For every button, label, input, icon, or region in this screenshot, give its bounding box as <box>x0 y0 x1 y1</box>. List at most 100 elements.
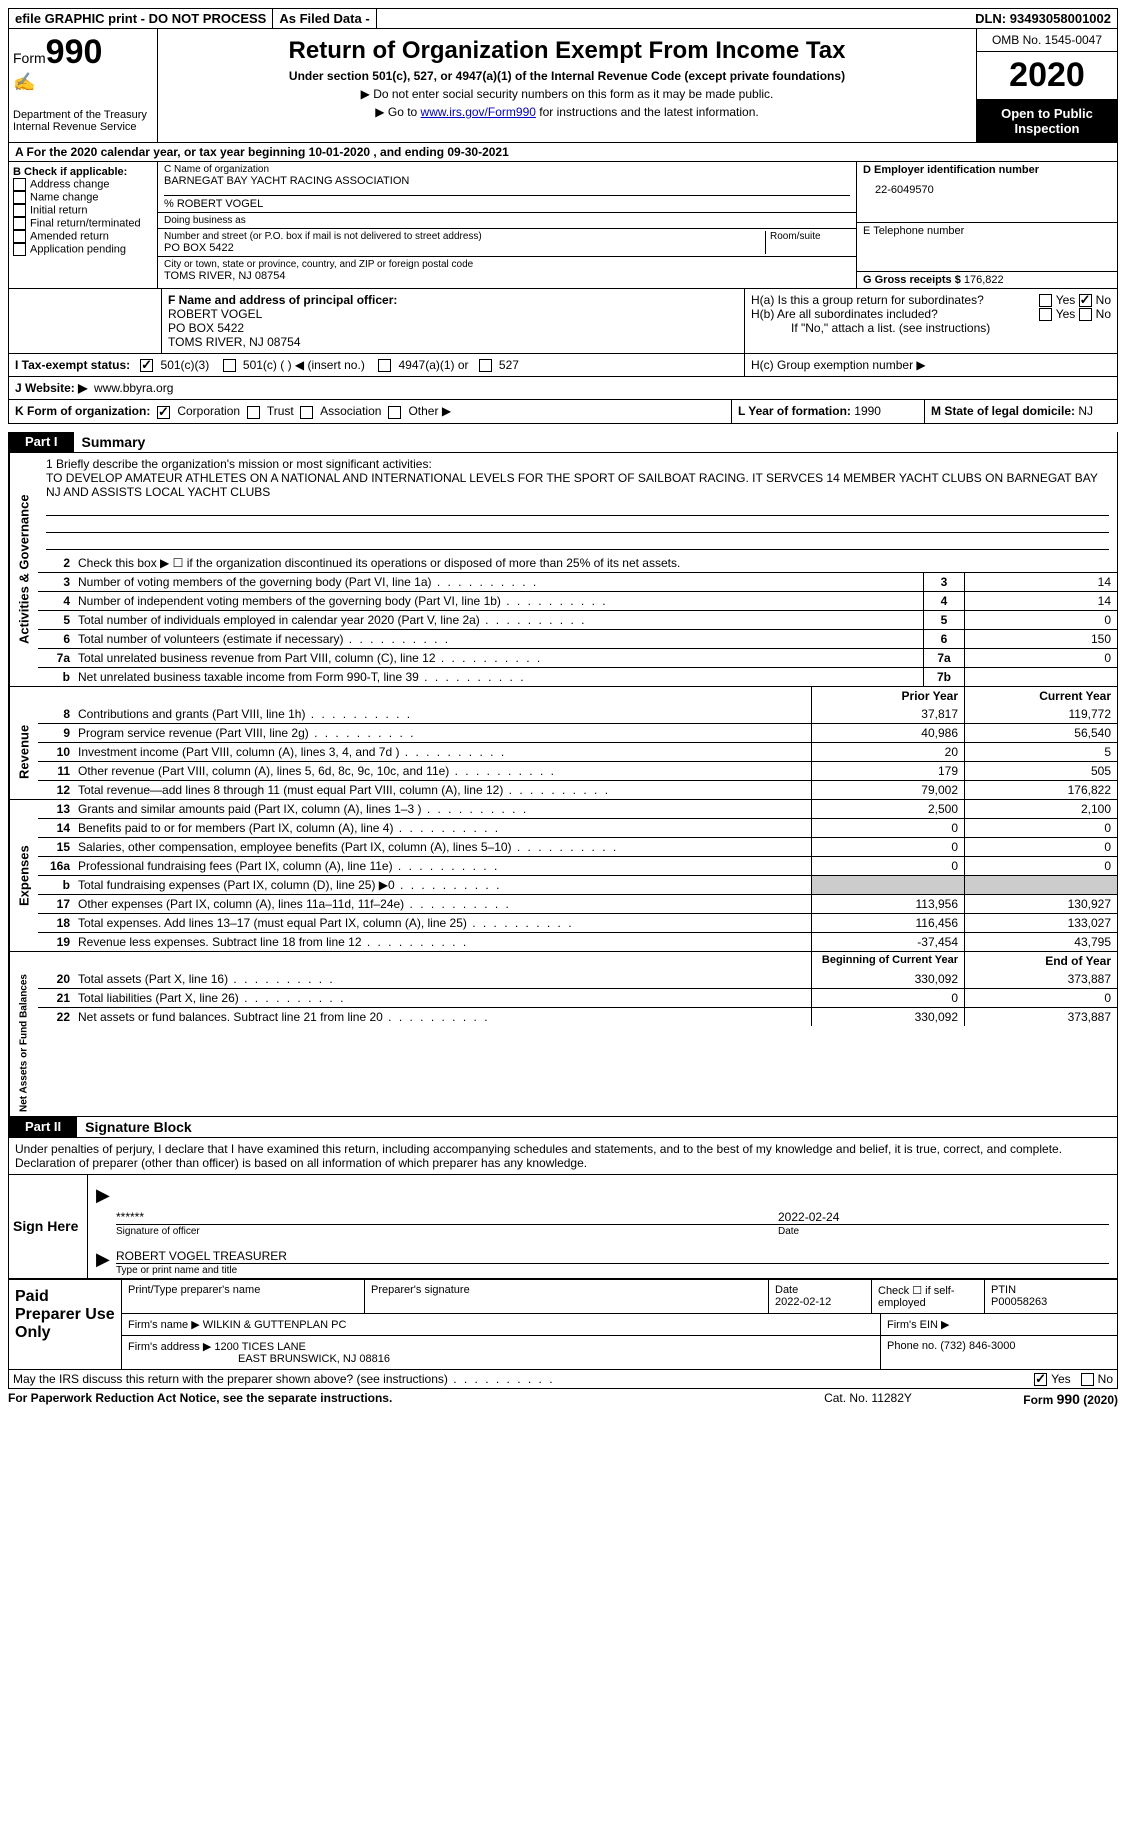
firm-name: WILKIN & GUTTENPLAN PC <box>203 1319 347 1331</box>
data-line: 18Total expenses. Add lines 13–17 (must … <box>38 914 1117 933</box>
gov-line: 5Total number of individuals employed in… <box>38 611 1117 630</box>
checkbox-discuss-yes[interactable] <box>1034 1373 1047 1386</box>
checkbox-hb-yes[interactable] <box>1039 308 1052 321</box>
firm-phone-label: Phone no. <box>887 1340 937 1352</box>
gov-line: bNet unrelated business taxable income f… <box>38 668 1117 686</box>
domicile-label: M State of legal domicile: <box>931 404 1075 418</box>
hb-note: If "No," attach a list. (see instruction… <box>751 321 1111 335</box>
data-line: 16aProfessional fundraising fees (Part I… <box>38 857 1117 876</box>
checkbox-application-pending[interactable] <box>13 243 26 256</box>
paperwork-notice: For Paperwork Reduction Act Notice, see … <box>8 1391 768 1407</box>
box-b-title: B Check if applicable: <box>13 166 153 178</box>
checkbox-name-change[interactable] <box>13 191 26 204</box>
mission: 1 Briefly describe the organization's mi… <box>38 453 1117 554</box>
begin-year-head: Beginning of Current Year <box>811 952 964 970</box>
section-fh: F Name and address of principal officer:… <box>8 289 1118 354</box>
ein-label: D Employer identification number <box>863 164 1111 176</box>
checkbox-ha-yes[interactable] <box>1039 294 1052 307</box>
form-org-label: K Form of organization: <box>15 404 150 418</box>
gov-line: 3Number of voting members of the governi… <box>38 573 1117 592</box>
header-line1: ▶ Do not enter social security numbers o… <box>162 87 972 101</box>
data-line: 8Contributions and grants (Part VIII, li… <box>38 705 1117 724</box>
checkbox-association[interactable] <box>300 406 313 419</box>
checkbox-final-return[interactable] <box>13 217 26 230</box>
end-year-head: End of Year <box>964 952 1117 970</box>
data-line: 17Other expenses (Part IX, column (A), l… <box>38 895 1117 914</box>
officer-name: ROBERT VOGEL <box>168 307 738 321</box>
footer: For Paperwork Reduction Act Notice, see … <box>8 1389 1118 1407</box>
hb-label: H(b) Are all subordinates included? <box>751 307 1039 321</box>
year-header-row2: Beginning of Current Year End of Year <box>8 952 1118 970</box>
year-formation-label: L Year of formation: <box>738 404 851 418</box>
prep-sig-label: Preparer's signature <box>365 1280 769 1313</box>
box-h: H(a) Is this a group return for subordin… <box>745 289 1117 353</box>
city-label: City or town, state or province, country… <box>164 259 850 270</box>
checkbox-501c3[interactable] <box>140 359 153 372</box>
checkbox-discuss-no[interactable] <box>1081 1373 1094 1386</box>
gross-receipts: 176,822 <box>964 274 1004 286</box>
irs-link[interactable]: www.irs.gov/Form990 <box>421 105 536 119</box>
box-deg: D Employer identification number 22-6049… <box>856 162 1117 288</box>
prep-date: 2022-02-12 <box>775 1296 865 1308</box>
mission-prompt: 1 Briefly describe the organization's mi… <box>46 457 1109 471</box>
cat-no: Cat. No. 11282Y <box>768 1391 968 1407</box>
data-line: 11Other revenue (Part VIII, column (A), … <box>38 762 1117 781</box>
checkbox-ha-no[interactable] <box>1079 294 1092 307</box>
gov-line: 7aTotal unrelated business revenue from … <box>38 649 1117 668</box>
form-title: Return of Organization Exempt From Incom… <box>162 37 972 65</box>
data-line: 15Salaries, other compensation, employee… <box>38 838 1117 857</box>
as-filed-label: As Filed Data - <box>272 9 376 28</box>
header-center: Return of Organization Exempt From Incom… <box>158 29 976 142</box>
checkbox-527[interactable] <box>479 359 492 372</box>
street: PO BOX 5422 <box>164 242 765 254</box>
form-number: 990 <box>46 33 103 71</box>
care-of: % ROBERT VOGEL <box>164 195 850 210</box>
top-bar: efile GRAPHIC print - DO NOT PROCESS As … <box>8 8 1118 29</box>
ha-label: H(a) Is this a group return for subordin… <box>751 293 1039 307</box>
part2-header: Part II Signature Block <box>8 1117 1118 1138</box>
hc-label: H(c) Group exemption number ▶ <box>745 354 1117 376</box>
section-bcd: B Check if applicable: Address change Na… <box>8 162 1118 289</box>
prior-year-head: Prior Year <box>811 687 964 705</box>
governance-section: Activities & Governance 1 Briefly descri… <box>8 453 1118 687</box>
data-line: 13Grants and similar amounts paid (Part … <box>38 800 1117 819</box>
header-line2: ▶ Go to www.irs.gov/Form990 for instruct… <box>162 105 972 119</box>
checkbox-4947[interactable] <box>378 359 391 372</box>
signature-block: Under penalties of perjury, I declare th… <box>8 1138 1118 1279</box>
header-right: OMB No. 1545-0047 2020 Open to Public In… <box>976 29 1117 142</box>
form-prefix: Form <box>13 50 46 66</box>
box-f: F Name and address of principal officer:… <box>162 289 745 353</box>
data-line: 14Benefits paid to or for members (Part … <box>38 819 1117 838</box>
checkbox-hb-no[interactable] <box>1079 308 1092 321</box>
checkbox-initial-return[interactable] <box>13 204 26 217</box>
firm-city: EAST BRUNSWICK, NJ 08816 <box>128 1353 874 1365</box>
firm-ein-label: Firm's EIN ▶ <box>881 1314 1117 1335</box>
tax-year: 2020 <box>977 52 1117 100</box>
firm-addr: 1200 TICES LANE <box>214 1341 306 1353</box>
dln: DLN: 93493058001002 <box>969 9 1117 28</box>
efile-label: efile GRAPHIC print - DO NOT PROCESS <box>9 9 272 28</box>
preparer-label: Paid Preparer Use Only <box>9 1280 122 1369</box>
checkbox-amended-return[interactable] <box>13 230 26 243</box>
checkbox-trust[interactable] <box>247 406 260 419</box>
ptin: P00058263 <box>991 1296 1111 1308</box>
box-c: C Name of organization BARNEGAT BAY YACH… <box>158 162 856 288</box>
checkbox-other[interactable] <box>388 406 401 419</box>
discuss-row: May the IRS discuss this return with the… <box>8 1370 1118 1389</box>
form-header: Form990 ✍ Department of the Treasury Int… <box>8 29 1118 143</box>
checkbox-address-change[interactable] <box>13 178 26 191</box>
vtab-revenue: Revenue <box>9 705 38 799</box>
header-left: Form990 ✍ Department of the Treasury Int… <box>9 29 158 142</box>
street-label: Number and street (or P.O. box if mail i… <box>164 231 765 242</box>
preparer-block: Paid Preparer Use Only Print/Type prepar… <box>8 1279 1118 1370</box>
year-header-row: Prior Year Current Year <box>8 687 1118 705</box>
vtab-governance: Activities & Governance <box>9 453 38 686</box>
netassets-section: Net Assets or Fund Balances 20Total asse… <box>8 970 1118 1117</box>
sig-stars: ****** <box>116 1210 778 1224</box>
checkbox-501c[interactable] <box>223 359 236 372</box>
part2-label: Part II <box>9 1117 77 1137</box>
sign-here-label: Sign Here <box>9 1175 88 1278</box>
checkbox-corporation[interactable] <box>157 406 170 419</box>
room-label: Room/suite <box>770 231 850 242</box>
current-year-head: Current Year <box>964 687 1117 705</box>
